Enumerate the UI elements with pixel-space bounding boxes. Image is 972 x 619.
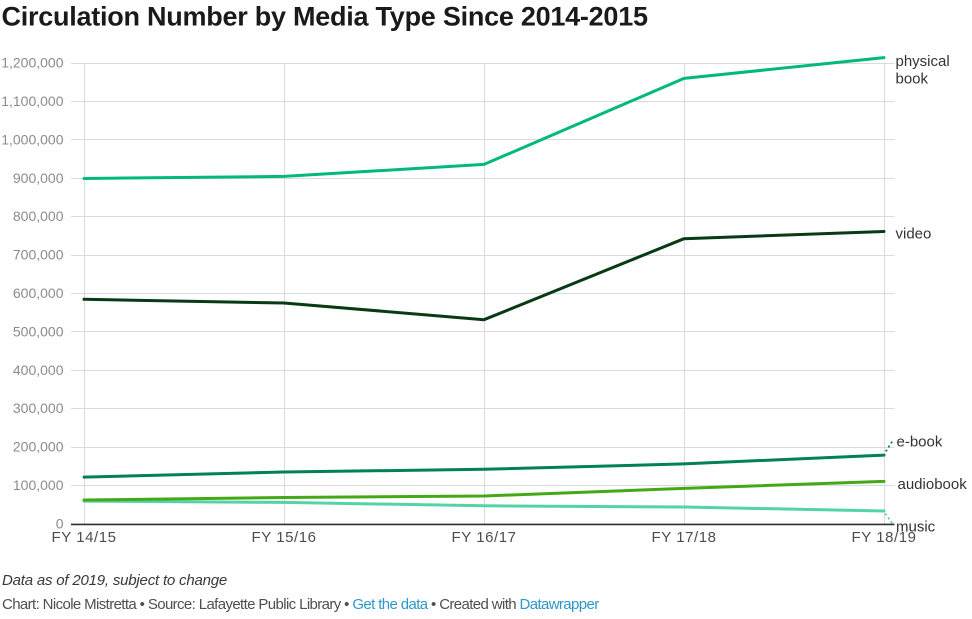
svg-text:500,000: 500,000	[13, 323, 64, 339]
svg-text:900,000: 900,000	[13, 170, 64, 186]
svg-text:0: 0	[56, 516, 64, 532]
svg-text:600,000: 600,000	[13, 285, 64, 301]
svg-text:FY 16/17: FY 16/17	[451, 529, 516, 546]
svg-text:Chart: Nicole Mistretta • Sour: Chart: Nicole Mistretta • Source: Lafaye…	[2, 596, 599, 613]
svg-text:700,000: 700,000	[13, 247, 64, 263]
svg-text:FY 18/19: FY 18/19	[851, 529, 916, 546]
svg-text:800,000: 800,000	[13, 208, 64, 224]
svg-text:e-book: e-book	[897, 433, 943, 450]
svg-text:physical: physical	[896, 53, 950, 70]
svg-text:audiobook: audiobook	[898, 476, 968, 493]
svg-text:video: video	[896, 226, 932, 243]
svg-text:1,000,000: 1,000,000	[1, 131, 63, 147]
svg-text:FY 14/15: FY 14/15	[51, 529, 116, 546]
svg-text:300,000: 300,000	[13, 400, 64, 416]
svg-text:FY 15/16: FY 15/16	[251, 529, 316, 546]
svg-text:music: music	[896, 519, 936, 536]
svg-text:1,100,000: 1,100,000	[1, 93, 63, 109]
svg-text:FY 17/18: FY 17/18	[651, 529, 716, 546]
svg-text:200,000: 200,000	[13, 439, 64, 455]
svg-text:400,000: 400,000	[13, 362, 64, 378]
svg-text:Data as of 2019, subject to ch: Data as of 2019, subject to change	[2, 572, 227, 589]
svg-text:1,200,000: 1,200,000	[1, 55, 63, 71]
svg-text:100,000: 100,000	[13, 477, 64, 493]
svg-text:Circulation Number by Media Ty: Circulation Number by Media Type Since 2…	[2, 2, 648, 32]
svg-text:book: book	[896, 70, 929, 87]
